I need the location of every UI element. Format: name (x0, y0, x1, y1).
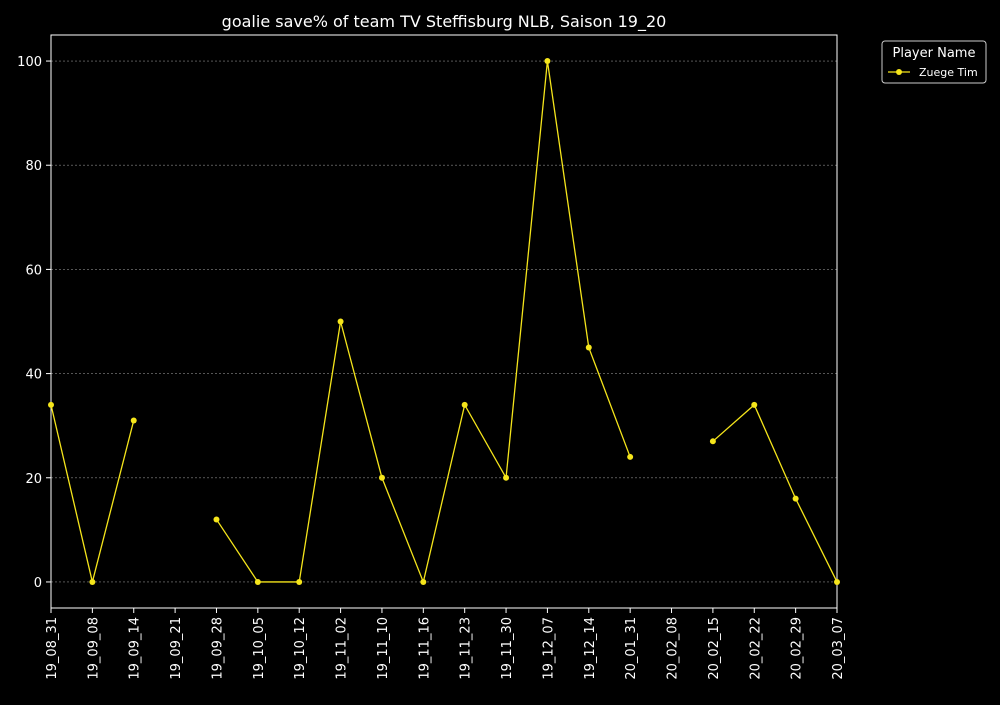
chart-title: goalie save% of team TV Steffisburg NLB,… (222, 12, 667, 32)
x-tick-label: 20_02_29 (790, 617, 805, 680)
series-zuege-tim (48, 58, 840, 585)
data-point (709, 438, 716, 445)
x-tick-label: 19_09_21 (169, 617, 184, 680)
x-tick-label: 19_09_28 (210, 617, 225, 680)
data-point (627, 453, 634, 460)
x-tick-label: 19_12_14 (583, 617, 598, 680)
y-tick-label: 60 (25, 263, 42, 278)
x-tick-label: 19_11_23 (459, 617, 474, 680)
x-tick-label: 19_11_10 (376, 617, 391, 680)
x-tick-label: 20_02_08 (666, 617, 681, 680)
data-point (792, 495, 799, 502)
x-tick-label: 20_01_31 (624, 617, 639, 680)
legend: Player Name Zuege Tim (881, 40, 987, 84)
x-tick-label: 19_11_30 (500, 617, 515, 680)
data-point (337, 318, 344, 325)
data-point (130, 417, 137, 424)
x-tick-label: 20_02_15 (707, 617, 722, 680)
x-tick-label: 20_02_22 (748, 617, 763, 680)
data-point (751, 401, 758, 408)
data-point (89, 578, 96, 585)
x-tick-label: 19_10_12 (293, 617, 308, 680)
plot-frame (50, 34, 838, 609)
y-tick-label: 80 (25, 159, 42, 174)
x-tick-label: 19_11_16 (417, 617, 432, 680)
data-point (378, 474, 385, 481)
y-tick-label: 100 (17, 55, 42, 70)
data-point (48, 401, 54, 408)
x-tick-label: 19_08_31 (45, 617, 60, 680)
x-tick-label: 19_11_02 (335, 617, 350, 680)
x-tick-label: 19_09_14 (128, 617, 143, 680)
data-point (213, 516, 220, 523)
data-point (834, 578, 840, 585)
x-tick-label: 19_12_07 (541, 617, 556, 680)
data-point (503, 474, 510, 481)
x-axis: 19_08_31 19_09_08 19_09_14 19_09_21 19_09_28… (45, 608, 846, 680)
x-tick-label: 19_09_08 (86, 617, 101, 680)
data-point (296, 578, 303, 585)
data-point (420, 578, 427, 585)
data-point (461, 401, 468, 408)
data-point (544, 58, 551, 65)
y-tick-label: 20 (25, 472, 42, 487)
legend-series-label: Zuege Tim (919, 66, 978, 79)
legend-title: Player Name (893, 46, 976, 61)
data-point (254, 578, 261, 585)
y-tick-label: 40 (25, 368, 42, 383)
y-tick-label: 0 (34, 576, 42, 591)
series-line (712, 403, 838, 583)
legend-marker (896, 69, 902, 75)
x-tick-label: 19_10_05 (252, 617, 267, 680)
x-tick-label: 20_03_07 (831, 617, 846, 680)
data-point (585, 344, 592, 351)
grid-lines (51, 60, 837, 583)
y-axis: 0 20 40 60 80 100 (17, 55, 51, 591)
